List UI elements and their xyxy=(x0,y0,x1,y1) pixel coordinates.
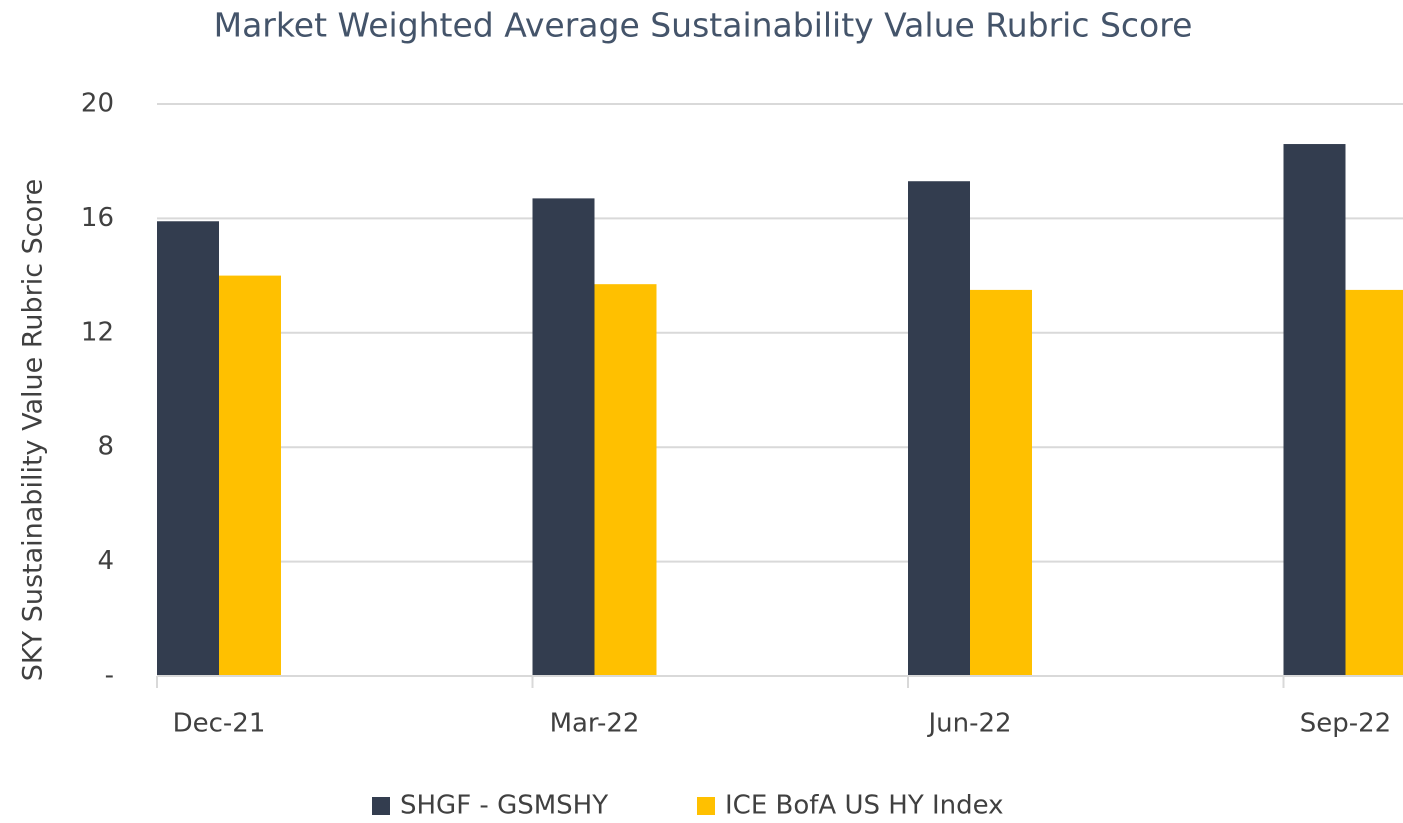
bar xyxy=(970,289,1032,676)
bar xyxy=(532,198,595,676)
x-tick-label: Sep-22 xyxy=(1300,709,1391,739)
y-tick-label: 16 xyxy=(81,203,114,233)
legend-swatch xyxy=(372,797,390,815)
y-tick-label: - xyxy=(105,661,114,691)
bar xyxy=(219,275,281,676)
x-tick-label: Dec-21 xyxy=(173,709,266,739)
y-tick-label: 4 xyxy=(97,546,114,576)
x-tick-label: Mar-22 xyxy=(550,709,640,739)
bar xyxy=(1283,144,1346,677)
bar xyxy=(594,284,657,676)
y-tick-label: 12 xyxy=(81,317,114,347)
y-tick-label: 8 xyxy=(97,432,114,462)
bar xyxy=(157,221,219,676)
y-axis-label: SKY Sustainability Value Rubric Score xyxy=(18,179,49,682)
bar xyxy=(1345,289,1403,676)
y-tick-label: 20 xyxy=(81,89,114,119)
bar xyxy=(908,181,970,676)
legend-label: ICE BofA US HY Index xyxy=(725,791,1004,821)
legend-label: SHGF - GSMSHY xyxy=(400,791,608,821)
legend-swatch xyxy=(697,797,715,815)
chart-title: Market Weighted Average Sustainability V… xyxy=(214,6,1193,45)
x-tick-label: Jun-22 xyxy=(926,709,1011,739)
